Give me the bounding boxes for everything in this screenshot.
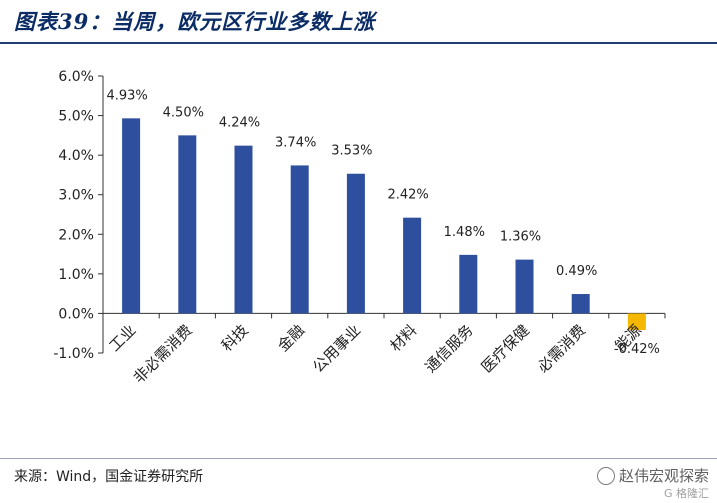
bar-9 <box>571 294 590 314</box>
title-bar: 图表39：当周，欧元区行业多数上涨 <box>0 0 717 44</box>
y-tick-label: -1.0% <box>53 346 94 362</box>
x-category-label: 工业 <box>106 321 140 355</box>
bar-10 <box>627 313 646 331</box>
x-category-label: 金融 <box>274 321 308 355</box>
x-category-label: 公用事业 <box>309 321 364 376</box>
bar-chart: 6.0% 5.0% 4.0% 3.0% 2.0% 1.0% 0.0% -1.0% 4.93% 工业… <box>53 69 666 387</box>
title-divider <box>0 42 717 44</box>
page-title: 图表39：当周，欧元区行业多数上涨 <box>14 9 376 34</box>
watermark-sub: G 格隆汇 <box>663 487 709 500</box>
bar-1 <box>122 118 141 314</box>
data-label: 3.74% <box>275 135 316 150</box>
watermark-text: 赵伟宏观探索 <box>618 467 709 485</box>
bar-5 <box>346 173 365 314</box>
watermark: 赵伟宏观探索 <box>596 465 709 486</box>
data-label: 2.42% <box>387 188 428 203</box>
source-note: 来源：Wind，国金证券研究所 <box>14 469 204 485</box>
x-category-label: 必需消费 <box>534 321 589 376</box>
x-category-label: 科技 <box>218 321 252 355</box>
data-label: 3.53% <box>331 144 372 159</box>
y-tick-label: 0.0% <box>58 306 94 322</box>
data-label: 4.93% <box>106 88 147 103</box>
data-label: 1.48% <box>444 225 485 240</box>
source-divider <box>0 458 717 459</box>
y-tick-label: 2.0% <box>58 227 94 243</box>
bar-2 <box>178 135 197 314</box>
y-tick-label: 5.0% <box>58 109 94 125</box>
data-label: 0.49% <box>556 264 597 279</box>
y-tick-label: 4.0% <box>58 148 94 164</box>
y-tick-label: 6.0% <box>58 69 94 85</box>
y-tick-label: 1.0% <box>58 267 94 283</box>
data-label: 1.36% <box>500 230 541 245</box>
bar-7 <box>459 254 478 314</box>
data-label: 4.50% <box>163 105 204 120</box>
bar-6 <box>403 217 422 314</box>
x-category-label: 非必需消费 <box>130 321 196 387</box>
bar-3 <box>234 145 253 314</box>
y-tick-label: 3.0% <box>58 188 94 204</box>
x-category-label: 医疗保健 <box>478 321 533 376</box>
bar-8 <box>515 259 534 314</box>
wechat-icon <box>596 466 615 485</box>
bar-4 <box>290 165 309 314</box>
data-label: 4.24% <box>219 116 260 131</box>
x-category-label: 通信服务 <box>421 321 476 376</box>
x-category-label: 材料 <box>387 321 421 355</box>
data-label: -0.42% <box>614 342 660 357</box>
